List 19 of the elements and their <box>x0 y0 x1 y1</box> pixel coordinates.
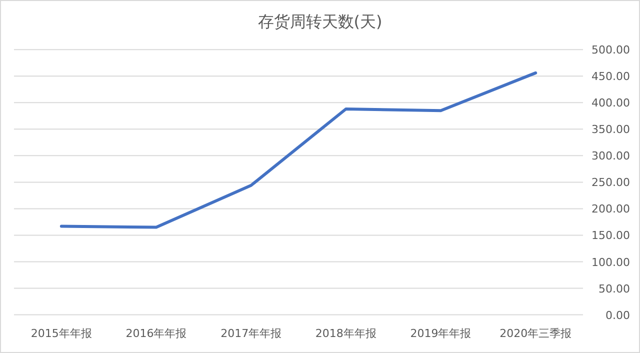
x-tick-label: 2019年年报 <box>410 327 472 340</box>
x-tick-label: 2020年三季报 <box>500 327 572 340</box>
y-tick-label: 250.00 <box>592 176 630 190</box>
y-tick-label: 500.00 <box>592 44 630 57</box>
x-tick-label: 2017年年报 <box>220 327 282 340</box>
y-tick-label: 300.00 <box>592 150 630 163</box>
y-tick-label: 50.00 <box>598 282 630 296</box>
x-tick-label: 2015年年报 <box>30 327 92 340</box>
y-tick-label: 450.00 <box>592 70 630 84</box>
y-tick-label: 200.00 <box>592 202 630 216</box>
y-tick-label: 350.00 <box>592 123 630 136</box>
x-tick-label: 2018年年报 <box>315 327 376 340</box>
x-tick-label: 2016年年报 <box>126 327 187 340</box>
y-tick-label: 150.00 <box>592 229 630 242</box>
chart-title: 存货周转天数(天) <box>258 12 382 31</box>
y-tick-label: 400.00 <box>592 96 630 110</box>
line-series <box>60 71 538 229</box>
y-tick-label: 0.00 <box>606 308 630 322</box>
y-tick-label: 100.00 <box>592 256 630 269</box>
